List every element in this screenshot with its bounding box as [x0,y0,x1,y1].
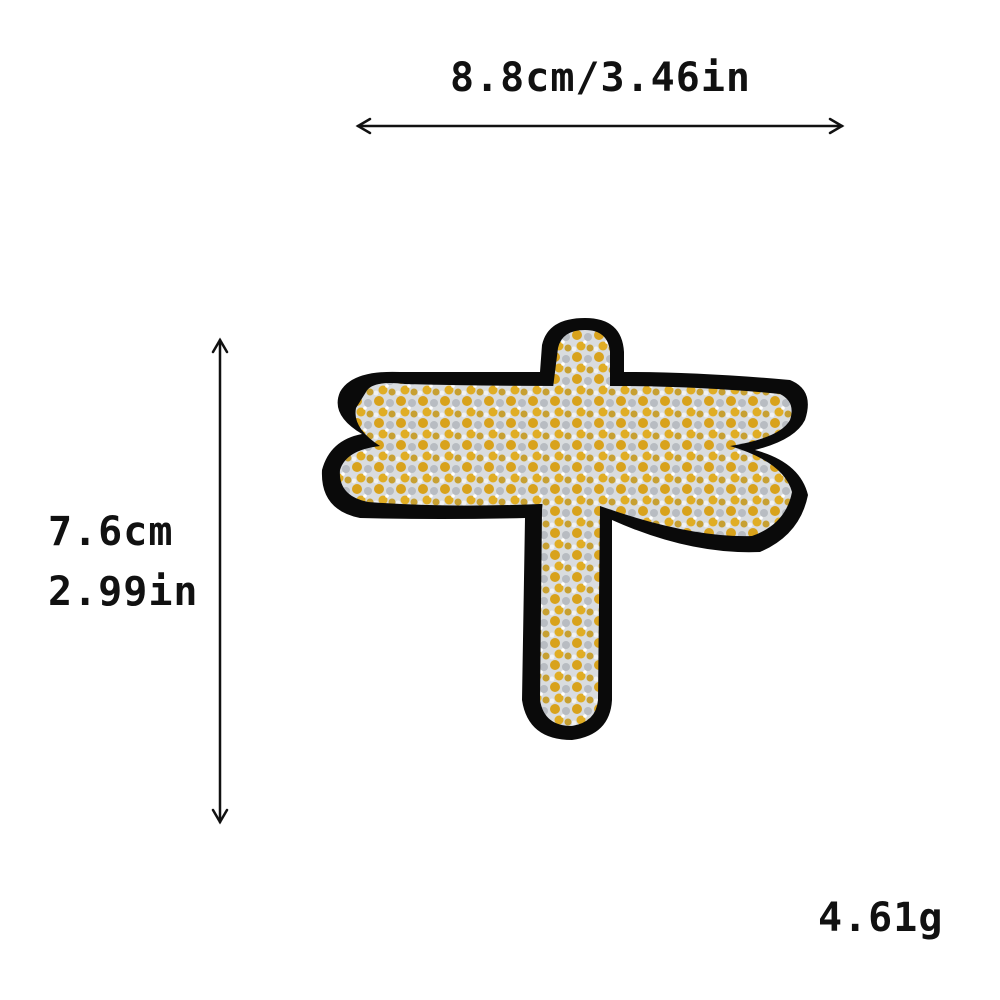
height-arrow [211,337,229,825]
width-dimension-label: 8.8cm/3.46in [450,55,751,101]
height-in-label: 2.99in [48,569,199,615]
rhinestone-body [540,330,610,726]
height-cm-label: 7.6cm [48,509,174,555]
weight-label: 4.61g [818,895,944,941]
width-arrow [355,117,845,135]
